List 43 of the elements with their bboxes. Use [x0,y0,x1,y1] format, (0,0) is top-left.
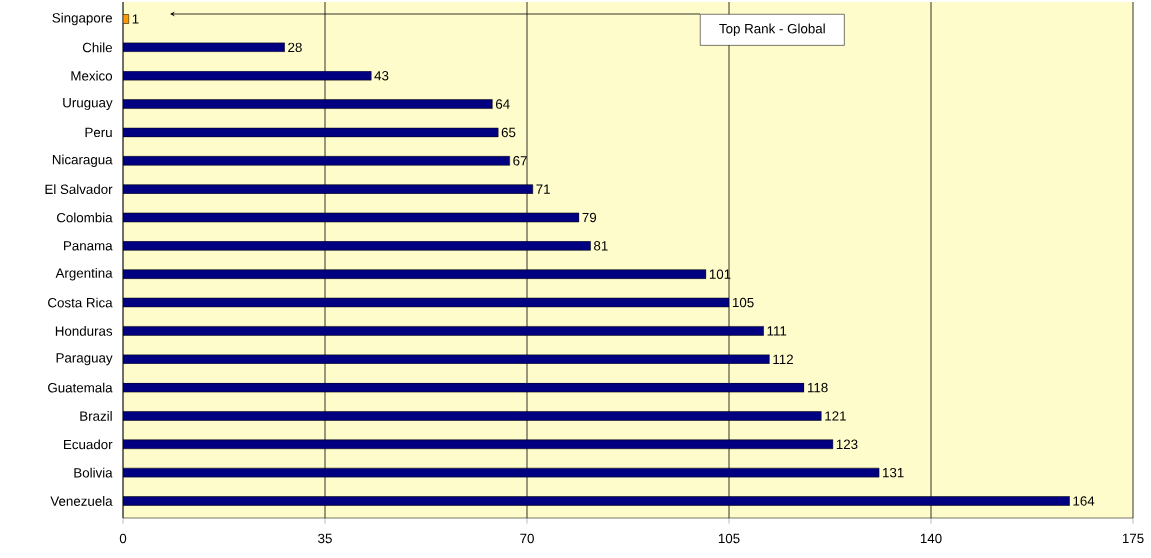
data-label: 67 [513,156,527,166]
y-tick-label: Costa Rica [48,297,113,308]
x-tick-label: 70 [520,533,534,544]
x-tick-label: 35 [318,533,332,544]
y-tick-label: Honduras [55,325,113,336]
data-label: 118 [808,382,828,393]
y-tick-label: Singapore [52,12,112,26]
data-label: 43 [374,71,389,81]
y-tick-label: Venezuela [50,496,113,506]
y-tick-label: Bolivia [74,467,113,478]
y-tick-label: Peru [85,127,112,138]
y-tick-label: Guatemala [48,382,113,393]
data-label: 71 [536,184,550,194]
data-label: 64 [495,99,510,109]
x-tick-label: 105 [718,533,740,544]
y-tick-label: El Salvador [45,184,113,195]
data-label: 111 [767,326,787,336]
annotation: Top Rank - Global [719,23,825,37]
y-tick-label: Brazil [80,411,112,421]
data-label: 121 [825,411,846,421]
data-label: 105 [732,297,754,308]
x-tick-label: 0 [119,533,127,544]
data-label: 164 [1073,496,1095,506]
data-label: 81 [594,241,608,251]
y-tick-label: Mexico [71,70,113,81]
y-tick-label: Panama [64,241,113,251]
x-tick-label: 140 [920,533,942,544]
y-tick-label: Colombia [56,212,113,223]
data-label: 112 [773,354,793,364]
data-label: 131 [883,467,904,478]
y-tick-label: Paraguay [56,353,113,366]
y-tick-label: Nicaragua [52,154,113,167]
data-label: 1 [132,14,139,24]
y-tick-label: Chile [82,42,112,53]
y-tick-label: Argentina [55,267,113,281]
data-label: 65 [501,127,516,138]
data-label: 101 [709,269,731,279]
x-tick-label: 175 [1122,533,1144,544]
data-label: 79 [582,212,597,223]
y-tick-label: Ecuador [64,439,113,450]
data-label: 123 [836,439,858,450]
y-tick-label: Uruguay [63,98,113,111]
data-label: 28 [288,42,302,53]
